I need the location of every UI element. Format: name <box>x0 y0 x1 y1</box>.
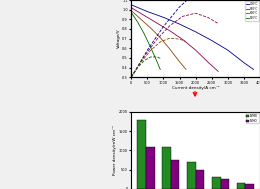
Bar <box>146 147 154 189</box>
Legend: LSMN, LSMO: LSMN, LSMO <box>246 113 259 123</box>
X-axis label: Current density/A cm⁻²: Current density/A cm⁻² <box>172 86 219 90</box>
Y-axis label: Power density/mW cm⁻²: Power density/mW cm⁻² <box>113 125 118 175</box>
Bar <box>137 120 146 189</box>
Y-axis label: Voltage/V: Voltage/V <box>117 29 121 48</box>
Bar <box>162 147 171 189</box>
Bar <box>237 183 245 189</box>
Bar <box>196 170 204 189</box>
Bar <box>220 179 229 189</box>
Bar <box>187 162 196 189</box>
Bar <box>212 177 220 189</box>
Bar <box>245 184 254 189</box>
Bar <box>171 160 179 189</box>
Legend: 700°C, 650°C, 600°C, 550°C: 700°C, 650°C, 600°C, 550°C <box>245 1 259 21</box>
